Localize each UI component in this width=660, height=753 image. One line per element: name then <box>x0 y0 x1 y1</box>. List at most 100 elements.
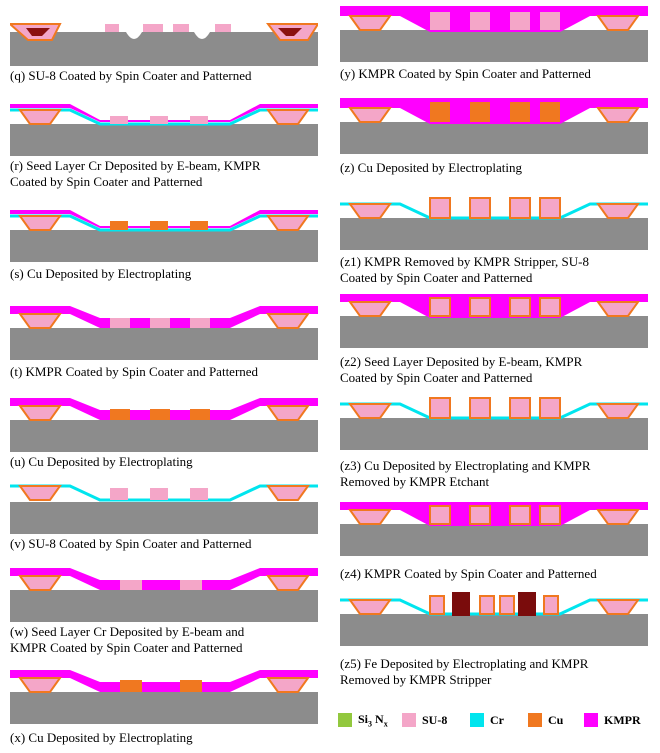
legend-item-kmpr: KMPR <box>584 712 641 728</box>
panel-x-cross-section <box>10 670 318 724</box>
cu-fill <box>120 680 142 692</box>
su8-block <box>173 24 189 32</box>
right-trench-stack <box>266 215 310 231</box>
substrate <box>10 230 318 262</box>
su8-block <box>510 12 530 30</box>
panel-u <box>10 396 318 452</box>
su8-block <box>120 580 142 590</box>
cu-fill <box>110 409 130 420</box>
right-trench-stack <box>596 301 640 317</box>
caption-y: (y) KMPR Coated by Spin Coater and Patte… <box>340 66 591 81</box>
caption-t: (t) KMPR Coated by Spin Coater and Patte… <box>10 364 259 379</box>
legend-item-cr: Cr <box>470 712 504 728</box>
stack-block <box>539 197 561 219</box>
panel-q-cross-section <box>7 23 320 66</box>
right-trench-stack <box>266 109 310 125</box>
cu-fill <box>190 409 210 420</box>
right-trench-stack <box>266 575 310 591</box>
su8-block <box>110 116 128 124</box>
kmpr-layer <box>340 6 648 32</box>
panel-s-cross-section <box>10 210 318 262</box>
cu-fill <box>470 102 490 122</box>
left-trench-stack <box>348 403 392 419</box>
right-trench-stack <box>266 485 310 501</box>
stack-block <box>429 297 451 317</box>
cr-label: Cr <box>490 712 504 727</box>
su8-block <box>105 24 119 32</box>
kmpr-layer <box>10 568 318 590</box>
trench-void <box>126 32 142 39</box>
stack-block <box>429 397 451 419</box>
panel-r <box>10 100 318 156</box>
right-trench-stack <box>596 107 640 123</box>
left-core <box>26 28 50 36</box>
stack-block <box>479 595 495 615</box>
panel-q <box>7 10 320 66</box>
su8-block <box>150 116 168 124</box>
panel-z5 <box>340 590 648 646</box>
panel-s <box>10 206 318 262</box>
panel-z2 <box>340 292 648 348</box>
left-trench-stack <box>18 215 62 231</box>
left-trench-stack <box>18 313 62 329</box>
su8-block <box>150 318 170 328</box>
cu-fill <box>510 102 530 122</box>
si3nx-swatch <box>338 713 352 727</box>
panel-w-cross-section <box>10 568 318 622</box>
stack-block <box>469 505 491 525</box>
caption-z2-line1: (z2) Seed Layer Deposited by E-beam, KMP… <box>340 354 583 369</box>
cu-fill <box>190 221 208 230</box>
si3nx-label: Si3 Nx <box>358 712 388 728</box>
substrate <box>10 124 318 156</box>
right-core <box>278 28 302 36</box>
right-trench-stack <box>596 203 640 219</box>
su8-block <box>190 116 208 124</box>
cu-fill <box>180 680 202 692</box>
right-trench-stack <box>596 599 640 615</box>
left-trench-stack <box>348 509 392 525</box>
caption-z5-line2: Removed by KMPR Stripper <box>340 672 492 687</box>
cr-swatch <box>470 713 484 727</box>
stack-block <box>469 197 491 219</box>
su8-block <box>215 24 231 32</box>
panel-z <box>340 98 648 154</box>
substrate <box>10 420 318 452</box>
kmpr-label: KMPR <box>604 712 641 727</box>
right-trench-stack <box>266 313 310 329</box>
panel-y <box>340 6 648 62</box>
stack-block <box>429 595 445 615</box>
su8-block <box>190 488 208 500</box>
panel-z2-cross-section <box>340 294 648 348</box>
panel-t-cross-section <box>10 306 318 360</box>
left-trench-stack <box>18 109 62 125</box>
caption-z3-line1: (z3) Cu Deposited by Electroplating and … <box>340 458 591 473</box>
cu-fill <box>110 221 128 230</box>
caption-r-line1: (r) Seed Layer Cr Deposited by E-beam, K… <box>10 158 261 173</box>
stack-block <box>429 505 451 525</box>
kmpr-layer <box>10 104 318 122</box>
cu-swatch <box>528 713 542 727</box>
kmpr-swatch <box>584 713 598 727</box>
substrate <box>10 692 318 724</box>
legend-item-si3nx: Si3 Nx <box>338 712 388 728</box>
cu-fill <box>150 221 168 230</box>
panel-z4 <box>340 500 648 556</box>
left-trench-stack <box>18 405 62 421</box>
caption-s: (s) Cu Deposited by Electroplating <box>10 266 192 281</box>
kmpr-layer <box>10 398 318 420</box>
caption-z5-line1: (z5) Fe Deposited by Electroplating and … <box>340 656 589 671</box>
panel-z3-cross-section <box>340 397 648 450</box>
panel-z-cross-section <box>340 98 648 154</box>
caption-z4: (z4) KMPR Coated by Spin Coater and Patt… <box>340 566 597 581</box>
kmpr-layer <box>340 98 648 124</box>
su8-block <box>540 12 560 30</box>
su8-block <box>180 580 202 590</box>
panel-z3 <box>340 394 648 450</box>
kmpr-layer <box>10 306 318 328</box>
stack-block <box>509 197 531 219</box>
caption-z1-line1: (z1) KMPR Removed by KMPR Stripper, SU-8 <box>340 254 590 269</box>
trench-void <box>194 32 210 39</box>
cu-label: Cu <box>548 712 564 727</box>
legend-item-su8: SU-8 <box>402 712 447 728</box>
